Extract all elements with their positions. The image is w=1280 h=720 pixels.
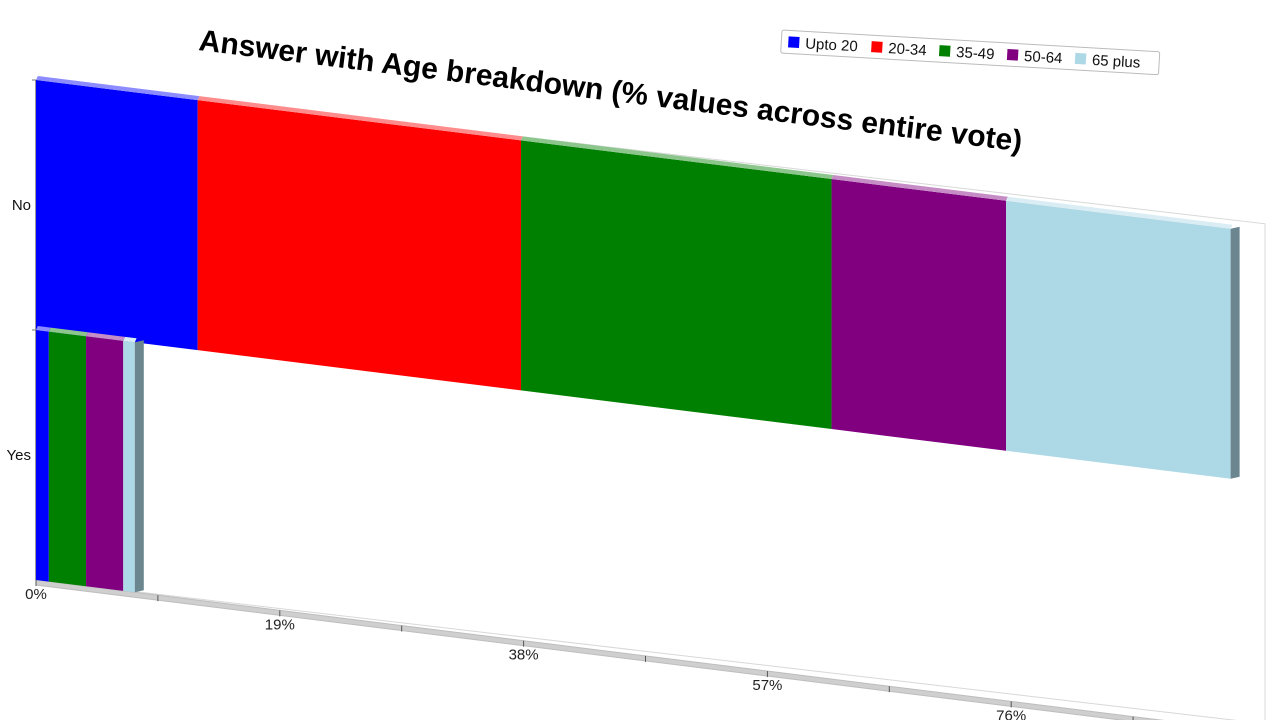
x-tick-label: 76% xyxy=(996,707,1026,720)
bar-top-face xyxy=(831,175,1008,201)
x-tick-label: 38% xyxy=(509,647,539,664)
bar-yes-50-64[interactable] xyxy=(86,336,124,591)
legend[interactable]: Upto 20 20-34 35-49 50-64 65 plus xyxy=(780,29,1161,76)
legend-swatch xyxy=(1074,52,1087,65)
y-axis: No Yes xyxy=(7,197,31,464)
legend-label: 50-64 xyxy=(1024,48,1063,67)
legend-item-20-34[interactable]: 20-34 xyxy=(871,39,927,59)
legend-box xyxy=(780,29,1161,76)
x-axis: 0%19%38%57%76%95% xyxy=(25,580,1134,720)
bar-yes-35-49[interactable] xyxy=(48,331,87,587)
legend-label: 20-34 xyxy=(888,40,927,59)
bar-top-face xyxy=(197,96,523,141)
bar-group xyxy=(36,76,1240,593)
legend-swatch xyxy=(938,45,951,57)
legend-swatch xyxy=(788,36,800,49)
bar-yes-upto-20[interactable] xyxy=(36,330,49,582)
x-tick-label: 0% xyxy=(25,586,47,603)
bar-no-20-34[interactable] xyxy=(197,100,522,391)
category-label-yes: Yes xyxy=(7,447,31,464)
legend-item-35-49[interactable]: 35-49 xyxy=(938,43,995,63)
bar-top-face xyxy=(123,336,137,343)
bar-top-face xyxy=(48,327,88,337)
legend-swatch xyxy=(1006,49,1019,61)
bar-top-face xyxy=(86,332,126,341)
bar-top-face xyxy=(36,76,200,101)
bar-no-65-plus[interactable] xyxy=(1006,200,1231,479)
legend-item-50-64[interactable]: 50-64 xyxy=(1006,47,1063,67)
bar-yes-65-plus[interactable] xyxy=(123,340,135,593)
bar-no-50-64[interactable] xyxy=(831,179,1007,451)
bar-end-cap xyxy=(134,340,144,593)
legend-swatch xyxy=(871,41,883,53)
legend-label: 65 plus xyxy=(1091,52,1140,72)
bar-no-35-49[interactable] xyxy=(521,140,832,430)
legend-label: 35-49 xyxy=(956,44,995,63)
x-tick-label: 19% xyxy=(265,616,295,633)
bar-no-upto-20[interactable] xyxy=(36,80,198,351)
legend-label: Upto 20 xyxy=(805,35,858,55)
legend-item-upto-20[interactable]: Upto 20 xyxy=(788,34,858,55)
bar-top-face xyxy=(521,136,834,180)
bar-top-face xyxy=(36,326,51,332)
x-tick-label: 57% xyxy=(752,677,782,694)
bar-end-cap xyxy=(1230,226,1240,479)
bar-top-face xyxy=(1006,196,1233,229)
category-label-no: No xyxy=(12,197,31,214)
legend-item-65-plus[interactable]: 65 plus xyxy=(1074,51,1141,72)
